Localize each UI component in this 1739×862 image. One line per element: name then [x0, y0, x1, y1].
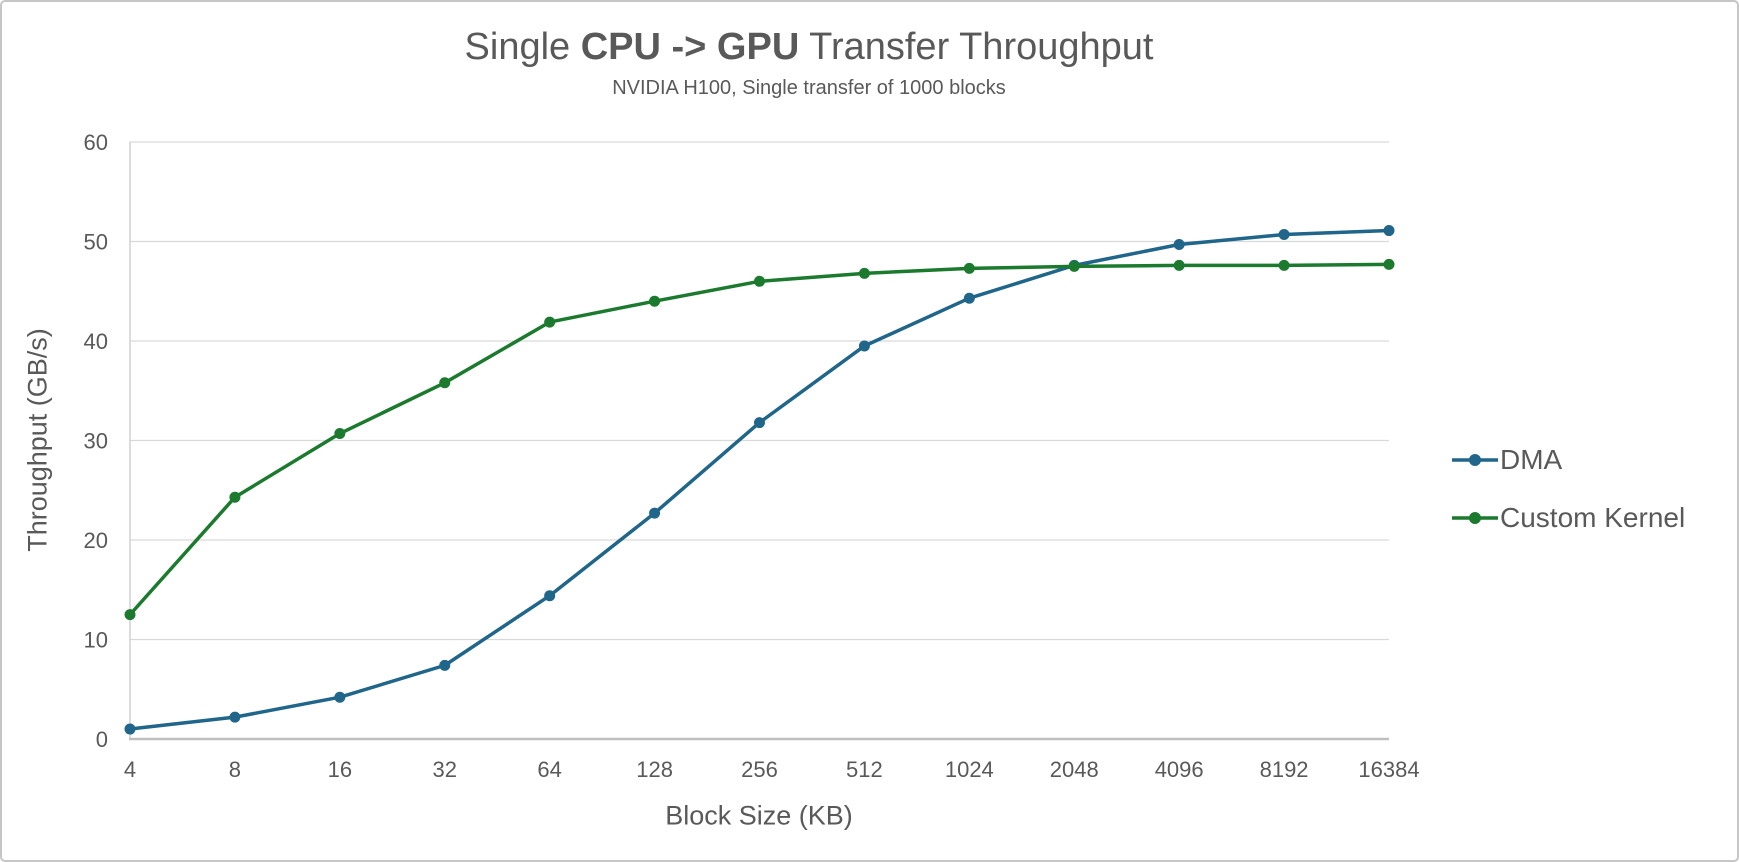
y-tick-label: 60 [84, 130, 108, 155]
data-point-0 [754, 417, 765, 429]
data-point-0 [1383, 225, 1395, 237]
x-tick-label: 4 [124, 757, 136, 782]
data-point-0 [1278, 229, 1290, 241]
x-tick-label: 16384 [1358, 757, 1419, 782]
legend-label-custom-kernel: Custom Kernel [1500, 502, 1686, 533]
dma-line-marker-icon [1452, 454, 1498, 466]
data-point-0 [858, 340, 870, 352]
data-point-1 [124, 609, 136, 621]
y-tick-label: 0 [96, 727, 108, 752]
data-point-1 [1068, 260, 1080, 272]
data-point-1 [439, 377, 451, 389]
x-tick-label: 4096 [1155, 757, 1204, 782]
custom-kernel-line-marker-icon [1452, 512, 1498, 524]
x-tick-label: 256 [741, 757, 778, 782]
data-point-1 [754, 275, 765, 287]
data-point-1 [858, 267, 870, 279]
x-tick-label: 2048 [1050, 757, 1099, 782]
data-point-0 [334, 691, 346, 703]
data-point-1 [229, 491, 241, 503]
data-point-1 [544, 316, 556, 328]
y-tick-label: 50 [84, 230, 108, 255]
x-tick-label: 16 [328, 757, 352, 782]
data-point-0 [963, 292, 975, 304]
chart-title-block: Single CPU -> GPU Transfer Throughput NV… [2, 26, 1737, 100]
data-point-1 [649, 295, 661, 307]
data-point-1 [1278, 259, 1290, 271]
x-tick-label: 8 [229, 757, 241, 782]
legend-label-dma: DMA [1500, 444, 1563, 475]
y-tick-label: 10 [84, 628, 108, 653]
data-point-0 [439, 659, 451, 671]
chart-title-suffix: Transfer Throughput [799, 26, 1154, 68]
data-point-0 [229, 711, 241, 723]
legend-item-dma: DMA [1452, 444, 1685, 476]
legend-item-custom-kernel: Custom Kernel [1452, 502, 1685, 534]
chart-subtitle: NVIDIA H100, Single transfer of 1000 blo… [612, 77, 1006, 99]
series-line-0 [128, 228, 1391, 731]
x-tick-label: 512 [846, 757, 883, 782]
chart-title-prefix: Single [464, 26, 581, 68]
x-tick-label: 8192 [1260, 757, 1309, 782]
y-tick-label: 20 [84, 528, 108, 553]
y-tick-label: 40 [84, 329, 108, 354]
chart-title-emphasis: CPU -> GPU [580, 26, 800, 68]
chart-title: Single CPU -> GPU Transfer Throughput [2, 26, 1616, 69]
data-point-1 [334, 428, 346, 440]
y-tick-label: 30 [84, 429, 108, 454]
data-point-0 [544, 590, 556, 602]
y-axis-title: Throughput (GB/s) [22, 328, 53, 552]
data-point-1 [1383, 258, 1395, 270]
data-point-1 [963, 262, 975, 274]
x-tick-label: 128 [636, 757, 673, 782]
data-point-0 [1173, 238, 1185, 250]
legend: DMA Custom Kernel [1452, 444, 1685, 534]
x-tick-label: 64 [537, 757, 561, 782]
x-tick-label: 32 [433, 757, 457, 782]
data-point-0 [124, 723, 136, 735]
data-point-1 [1173, 259, 1185, 271]
data-point-0 [649, 507, 661, 519]
series-line-1 [128, 262, 1391, 617]
x-tick-label: 1024 [945, 757, 994, 782]
x-axis-title: Block Size (KB) [665, 800, 853, 831]
